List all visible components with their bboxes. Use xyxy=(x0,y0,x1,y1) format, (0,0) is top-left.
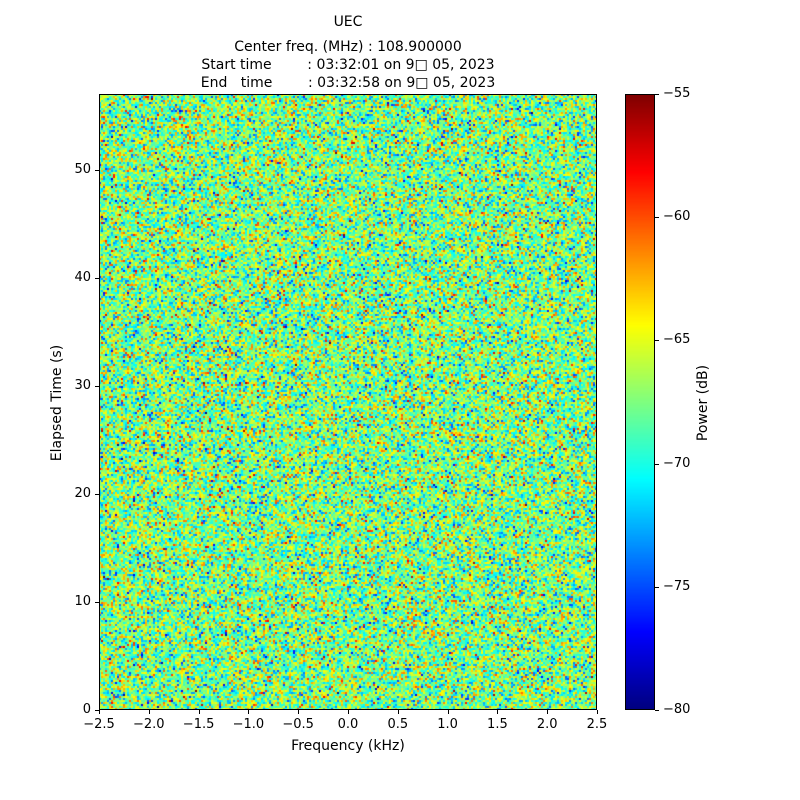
spectrogram-heatmap xyxy=(99,94,597,710)
y-tick-mark xyxy=(95,601,99,603)
y-tick-label: 30 xyxy=(74,377,91,393)
x-tick-label: −2.5 xyxy=(83,717,115,732)
x-tick-label: 0.0 xyxy=(337,717,359,732)
x-tick-label: 2.0 xyxy=(536,717,558,732)
x-tick-mark xyxy=(348,710,349,714)
x-tick-mark xyxy=(397,710,399,714)
x-tick-label: 0.5 xyxy=(387,717,409,732)
colorbar-tick-label: −60 xyxy=(663,209,691,225)
colorbar-tick-mark xyxy=(655,710,659,711)
colorbar-tick-label: −75 xyxy=(663,578,691,594)
x-tick-mark xyxy=(447,710,449,714)
start-time-line: Start time : 03:32:01 on 9□ 05, 2023 xyxy=(201,57,495,73)
colorbar-tick-label: −70 xyxy=(663,455,691,471)
x-tick-mark xyxy=(597,710,598,714)
colorbar-tick-mark xyxy=(655,586,659,588)
x-tick-label: 1.5 xyxy=(487,717,508,732)
y-tick-label: 20 xyxy=(74,485,91,501)
x-axis-label: Frequency (kHz) xyxy=(291,738,405,754)
x-tick-label: −2.0 xyxy=(133,717,165,732)
y-tick-mark xyxy=(95,385,99,387)
x-tick-label: −1.5 xyxy=(182,717,215,732)
x-tick-mark xyxy=(148,710,150,714)
x-tick-mark xyxy=(298,710,300,714)
x-tick-label: 2.5 xyxy=(586,717,608,732)
chart-title: UEC xyxy=(333,14,363,30)
y-tick-mark xyxy=(95,493,99,495)
x-tick-mark xyxy=(248,710,250,714)
x-tick-mark xyxy=(497,710,499,714)
colorbar-tick-mark xyxy=(655,463,659,465)
y-tick-label: 10 xyxy=(74,593,91,609)
colorbar-tick-mark xyxy=(655,94,659,95)
y-tick-mark xyxy=(95,277,99,279)
colorbar-tick-label: −55 xyxy=(663,86,691,101)
y-tick-label: 50 xyxy=(74,161,91,177)
colorbar-gradient xyxy=(625,94,655,710)
colorbar-tick-mark xyxy=(655,340,659,342)
x-tick-label: −0.5 xyxy=(282,717,314,732)
center-freq-line: Center freq. (MHz) : 108.900000 xyxy=(234,39,462,55)
x-tick-mark xyxy=(99,710,100,714)
x-tick-mark xyxy=(547,710,549,714)
x-tick-label: 1.0 xyxy=(437,717,458,732)
colorbar-tick-label: −65 xyxy=(663,332,691,348)
y-tick-mark xyxy=(95,710,99,711)
y-tick-label: 40 xyxy=(74,269,91,285)
x-tick-mark xyxy=(198,710,200,714)
colorbar-tick-mark xyxy=(655,217,659,219)
x-tick-label: −1.0 xyxy=(232,717,265,732)
y-tick-label: 0 xyxy=(82,702,91,717)
end-time-line: End time : 03:32:58 on 9□ 05, 2023 xyxy=(200,75,496,91)
y-tick-mark xyxy=(95,169,99,171)
y-axis-label: Elapsed Time (s) xyxy=(49,344,65,462)
colorbar-tick-label: −80 xyxy=(663,702,691,717)
